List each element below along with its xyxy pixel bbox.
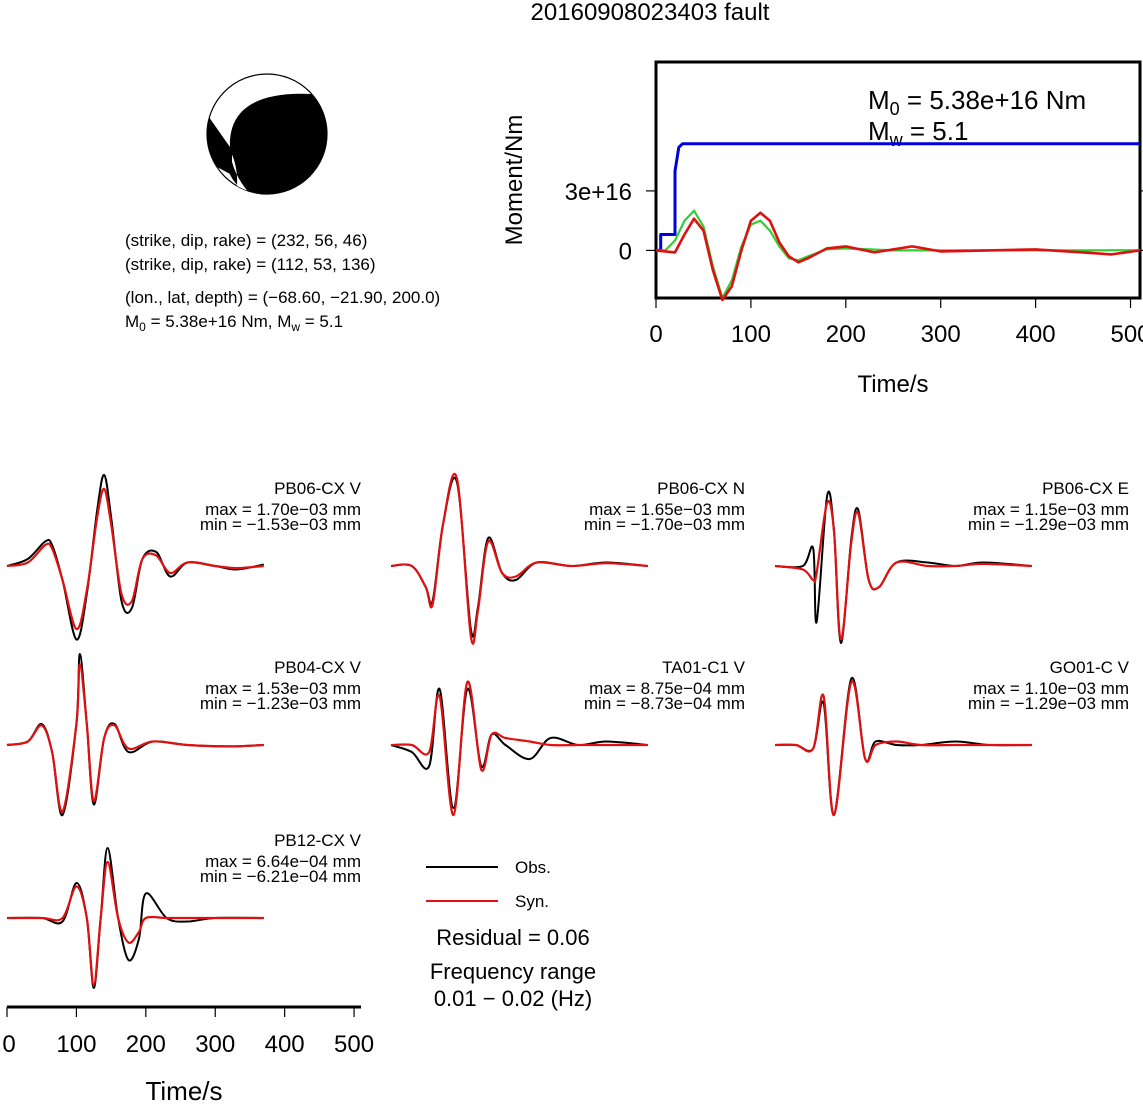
synthetic-waveform <box>7 860 264 986</box>
station-min: min = −1.29e−03 mm <box>968 515 1129 534</box>
station-max: max = 8.75e−04 mm <box>589 679 745 698</box>
bottom-time-axis: Time/s 0 100 200 300 400 500 <box>2 1005 374 1104</box>
moment-rate-green-line <box>655 209 1141 300</box>
moment-x-tick-label: 500 <box>1110 321 1143 348</box>
residual: Residual = 0.06 <box>436 925 590 950</box>
nodal-plane-1: (strike, dip, rake) = (232, 56, 46) <box>125 231 367 250</box>
synthetic-waveform <box>6 487 264 631</box>
frequency-title: Frequency range <box>430 959 596 984</box>
station-name: TA01-C1 V <box>662 658 745 677</box>
bottom-x-tick-label: 500 <box>334 1031 374 1058</box>
mw-annotation: Mw = 5.1 <box>868 116 968 150</box>
moment-magnitude-line: M0 = 5.38e+16 Nm, Mw = 5.1 <box>125 312 343 334</box>
nodal-plane-2: (strike, dip, rake) = (112, 53, 136) <box>125 255 376 274</box>
m0-annot-sub: 0 <box>890 99 900 119</box>
legend-obs-label: Obs. <box>515 858 551 877</box>
moment-y-tick-label: 3e+16 <box>565 179 632 206</box>
moment-rate-red-line <box>655 211 1141 302</box>
station-max: max = 6.64e−04 mm <box>205 852 361 871</box>
station-name: PB06-CX E <box>1042 479 1129 498</box>
figure-title: 20160908023403 fault <box>531 0 770 26</box>
moment-axes: 0 100 200 300 400 500 3e+16 0 <box>565 179 1143 348</box>
station-max: max = 1.15e−03 mm <box>973 500 1129 519</box>
moment-x-tick-label: 0 <box>649 321 662 348</box>
moment-y-tick-label: 0 <box>619 238 632 265</box>
m0-annot-value: = 5.38e+16 Nm <box>900 85 1086 115</box>
synthetic-waveform <box>774 500 1032 641</box>
moment-ylabel: Moment/Nm <box>501 115 528 246</box>
mw-annot-letter: M <box>868 116 890 146</box>
legend-syn-label: Syn. <box>515 892 549 911</box>
station-max: max = 1.70e−03 mm <box>205 500 361 519</box>
mw-value: = 5.1 <box>300 312 343 331</box>
m0-sub: 0 <box>139 320 146 334</box>
mw-sub: w <box>290 320 300 334</box>
moment-cumulative-line <box>656 142 1140 252</box>
moment-series <box>655 142 1141 302</box>
mw-annot-sub: w <box>889 130 904 150</box>
station-min: min = −1.53e−03 mm <box>200 515 361 534</box>
m0-annotation: M0 = 5.38e+16 Nm <box>868 85 1086 119</box>
moment-x-tick-label: 300 <box>921 321 961 348</box>
mw-annot-value: = 5.1 <box>903 116 969 146</box>
synthetic-waveform <box>390 680 648 817</box>
station-max: max = 1.53e−03 mm <box>205 679 361 698</box>
m0-annot-letter: M <box>868 85 890 115</box>
station-name: PB12-CX V <box>274 831 362 850</box>
station-max: max = 1.10e−03 mm <box>973 679 1129 698</box>
legend: Obs. Syn. Residual = 0.06 Frequency rang… <box>426 858 596 1011</box>
moment-xlabel: Time/s <box>857 371 928 398</box>
bottom-x-tick-label: 300 <box>195 1031 235 1058</box>
station-name: PB06-CX N <box>657 479 745 498</box>
station-min: min = −1.29e−03 mm <box>968 694 1129 713</box>
moment-panel: Moment/Nm Time/s M0 = 5.38e+16 Nm Mw = 5… <box>501 60 1143 398</box>
moment-x-tick-label: 200 <box>826 321 866 348</box>
station-min: min = −1.70e−03 mm <box>584 515 745 534</box>
bottom-x-tick-label: 0 <box>2 1031 15 1058</box>
station-name: PB04-CX V <box>274 658 362 677</box>
location-depth: (lon., lat, depth) = (−68.60, −21.90, 20… <box>125 288 440 307</box>
frequency-value: 0.01 − 0.02 (Hz) <box>434 986 592 1011</box>
station-min: min = −1.23e−03 mm <box>200 694 361 713</box>
m0-letter: M <box>125 312 139 331</box>
synthetic-waveform <box>774 680 1032 817</box>
bottom-x-tick-label: 100 <box>56 1031 96 1058</box>
bottom-x-tick-label: 400 <box>265 1031 305 1058</box>
station-min: min = −8.73e−04 mm <box>584 694 745 713</box>
moment-x-tick-label: 100 <box>731 321 771 348</box>
station-name: GO01-C V <box>1050 658 1130 677</box>
moment-x-tick-label: 400 <box>1016 321 1056 348</box>
station-min: min = −6.21e−04 mm <box>200 867 361 886</box>
bottom-x-tick-label: 200 <box>126 1031 166 1058</box>
station-name: PB06-CX V <box>274 479 362 498</box>
synthetic-waveform <box>6 663 264 813</box>
station-max: max = 1.65e−03 mm <box>589 500 745 519</box>
moment-plot-frame <box>654 60 1142 300</box>
beachball <box>206 73 328 195</box>
m0-value: = 5.38e+16 Nm, M <box>146 312 292 331</box>
bottom-xlabel: Time/s <box>145 1076 222 1104</box>
synthetic-waveform <box>390 472 648 645</box>
